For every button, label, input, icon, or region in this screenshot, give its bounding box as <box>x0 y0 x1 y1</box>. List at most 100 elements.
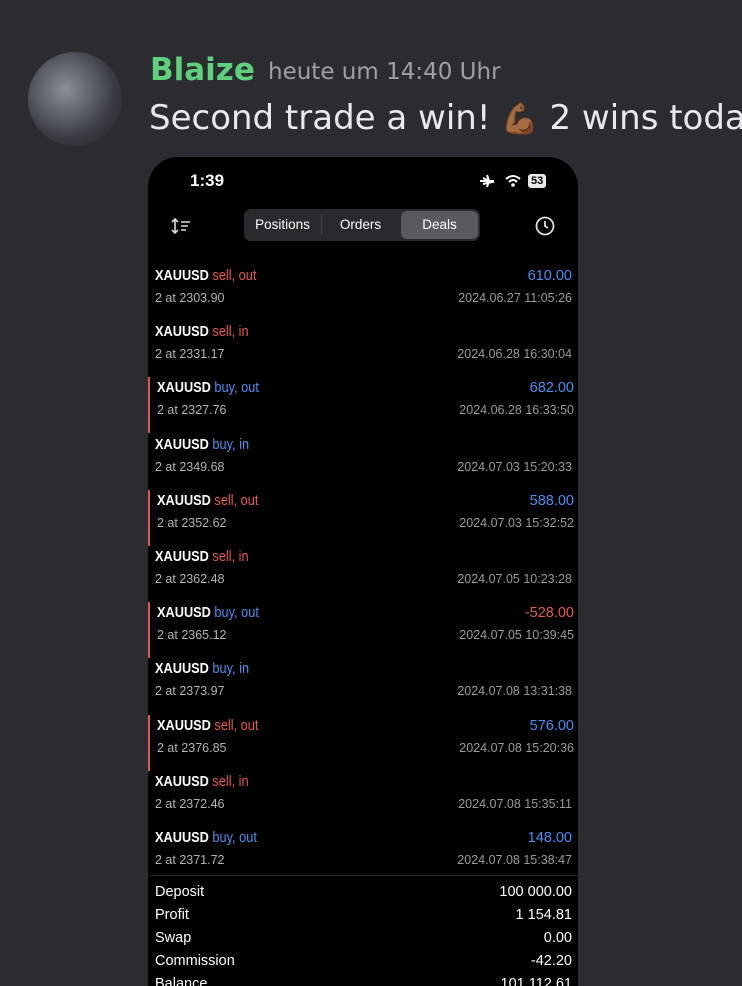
deal-detail: 2 at 2365.12 <box>157 628 227 643</box>
summary-label: Commission <box>155 953 235 969</box>
history-icon[interactable] <box>534 215 556 237</box>
deal-side: sell, out <box>212 268 257 284</box>
tab-bar: Positions Orders Deals <box>244 209 480 241</box>
deal-detail: 2 at 2373.97 <box>155 684 225 699</box>
deal-row[interactable]: XAUUSD buy, in 2 at 2349.68 2024.07.03 15:… <box>148 434 578 490</box>
symbol: XAUUSD <box>155 268 209 284</box>
deal-title: XAUUSD sell, out <box>157 493 258 509</box>
divider <box>148 875 578 876</box>
deal-side: sell, out <box>214 492 259 509</box>
deal-side: buy, in <box>212 661 250 678</box>
deal-side: sell, out <box>214 717 259 734</box>
symbol: XAUUSD <box>155 830 209 846</box>
tab[interactable]: Orders <box>321 215 399 235</box>
deal-detail: 2 at 2372.46 <box>155 796 225 811</box>
deal-time: 2024.07.08 13:31:38 <box>457 684 572 699</box>
emoji: 💪🏾 <box>501 102 539 137</box>
deal-row[interactable]: XAUUSD buy, out 2 at 2327.76 2024.06.28 16… <box>148 377 578 434</box>
deal-side: buy, in <box>212 436 250 453</box>
deal-row[interactable]: XAUUSD buy, in 2 at 2373.97 2024.07.08 13:… <box>148 658 578 714</box>
summary-value: 0.00 <box>543 930 572 946</box>
status-time: 1:39 <box>190 171 225 190</box>
summary-row: Swap 0.00 <box>155 930 572 953</box>
deal-detail: 2 at 2349.68 <box>155 459 225 474</box>
deal-detail: 2 at 2371.72 <box>155 853 225 867</box>
symbol: XAUUSD <box>157 717 211 734</box>
deal-side: sell, in <box>212 773 249 790</box>
deal-row[interactable]: XAUUSD sell, in 2 at 2372.46 2024.07.08 15… <box>148 771 578 827</box>
symbol: XAUUSD <box>155 324 209 341</box>
deal-time: 2024.07.03 15:32:52 <box>459 515 574 530</box>
summary-row: Profit 1 154.81 <box>155 907 572 930</box>
deal-time: 2024.07.08 15:35:11 <box>458 796 572 811</box>
deal-profit: -528.00 <box>524 605 574 622</box>
phone-screenshot[interactable]: 1:39 53 Positions Orders Deals XAUUSD se… <box>148 157 578 986</box>
deal-side: buy, out <box>214 605 259 622</box>
deal-detail: 2 at 2331.17 <box>155 347 225 362</box>
author-name[interactable]: Blaize <box>150 52 255 88</box>
deal-detail: 2 at 2352.62 <box>157 515 227 530</box>
deal-title: XAUUSD buy, out <box>157 605 259 621</box>
deal-title: XAUUSD buy, in <box>155 661 249 677</box>
deal-profit: 148.00 <box>527 830 572 846</box>
deal-row[interactable]: XAUUSD sell, in 2 at 2331.17 2024.06.28 16… <box>148 321 578 377</box>
deal-profit: 576.00 <box>529 717 574 734</box>
summary-row: Commission -42.20 <box>155 953 572 976</box>
deal-title: XAUUSD sell, in <box>155 549 249 565</box>
summary-value: 101 112.61 <box>500 976 573 986</box>
deal-profit: 588.00 <box>529 492 574 509</box>
avatar[interactable] <box>28 52 122 146</box>
deal-time: 2024.07.03 15:20:33 <box>457 459 572 474</box>
deal-title: XAUUSD buy, in <box>155 437 249 453</box>
deal-detail: 2 at 2362.48 <box>155 572 225 586</box>
symbol: XAUUSD <box>155 549 209 565</box>
summary-value: -42.20 <box>530 953 572 969</box>
deal-title: XAUUSD sell, out <box>157 718 258 734</box>
deal-side: buy, out <box>212 830 257 846</box>
tab-active[interactable]: Deals <box>401 211 478 239</box>
deal-side: sell, in <box>212 549 249 565</box>
deal-time: 2024.06.28 16:30:04 <box>457 347 572 362</box>
deal-row[interactable]: XAUUSD sell, out 2 at 2303.90 2024.06.27 1… <box>148 265 578 321</box>
deal-title: XAUUSD buy, out <box>157 380 259 396</box>
deal-detail: 2 at 2303.90 <box>155 291 225 305</box>
deal-time: 2024.07.05 10:39:45 <box>459 628 574 643</box>
deal-title: XAUUSD sell, in <box>155 324 249 340</box>
deal-side: buy, out <box>214 380 259 397</box>
message-part: 2 wins today <box>549 98 742 138</box>
battery: 53 <box>528 174 547 188</box>
deal-row[interactable]: XAUUSD buy, out 2 at 2371.72 2024.07.08 15… <box>148 827 578 883</box>
deal-title: XAUUSD sell, in <box>155 774 249 790</box>
deal-row[interactable]: XAUUSD sell, in 2 at 2362.48 2024.07.05 10… <box>148 546 578 602</box>
deal-title: XAUUSD sell, out <box>155 268 256 284</box>
deal-profit: 610.00 <box>527 268 572 284</box>
sort-icon[interactable] <box>170 217 192 235</box>
deal-detail: 2 at 2327.76 <box>157 403 227 418</box>
deal-time: 2024.06.27 11:05:26 <box>458 291 572 305</box>
symbol: XAUUSD <box>157 492 211 509</box>
deal-time: 2024.06.28 16:33:50 <box>459 403 574 418</box>
timestamp: heute um 14:40 Uhr <box>268 59 501 85</box>
deal-row[interactable]: XAUUSD sell, out 2 at 2352.62 2024.07.03 1… <box>148 489 578 546</box>
deal-profit: 682.00 <box>529 380 574 397</box>
symbol: XAUUSD <box>155 773 209 790</box>
message-text: Second trade a win! 💪🏾 2 wins today <box>149 98 742 138</box>
deal-title: XAUUSD buy, out <box>155 830 257 846</box>
deal-time: 2024.07.05 10:23:28 <box>457 572 572 586</box>
summary-row: Deposit 100 000.00 <box>155 884 572 907</box>
deal-row[interactable]: XAUUSD buy, out 2 at 2365.12 2024.07.05 10… <box>148 602 578 659</box>
symbol: XAUUSD <box>157 605 211 622</box>
summary-value: 1 154.81 <box>515 907 572 923</box>
summary-label: Profit <box>155 907 189 923</box>
tab[interactable]: Positions <box>255 217 310 232</box>
deal-row[interactable]: XAUUSD sell, out 2 at 2376.85 2024.07.08 1… <box>148 714 578 771</box>
summary-label: Swap <box>155 930 192 946</box>
status-icons <box>480 174 521 188</box>
summary-label: Deposit <box>155 884 205 900</box>
symbol: XAUUSD <box>155 436 209 453</box>
deal-time: 2024.07.08 15:38:47 <box>457 853 572 867</box>
symbol: XAUUSD <box>157 380 211 397</box>
symbol: XAUUSD <box>155 661 209 678</box>
deal-detail: 2 at 2376.85 <box>157 740 227 755</box>
